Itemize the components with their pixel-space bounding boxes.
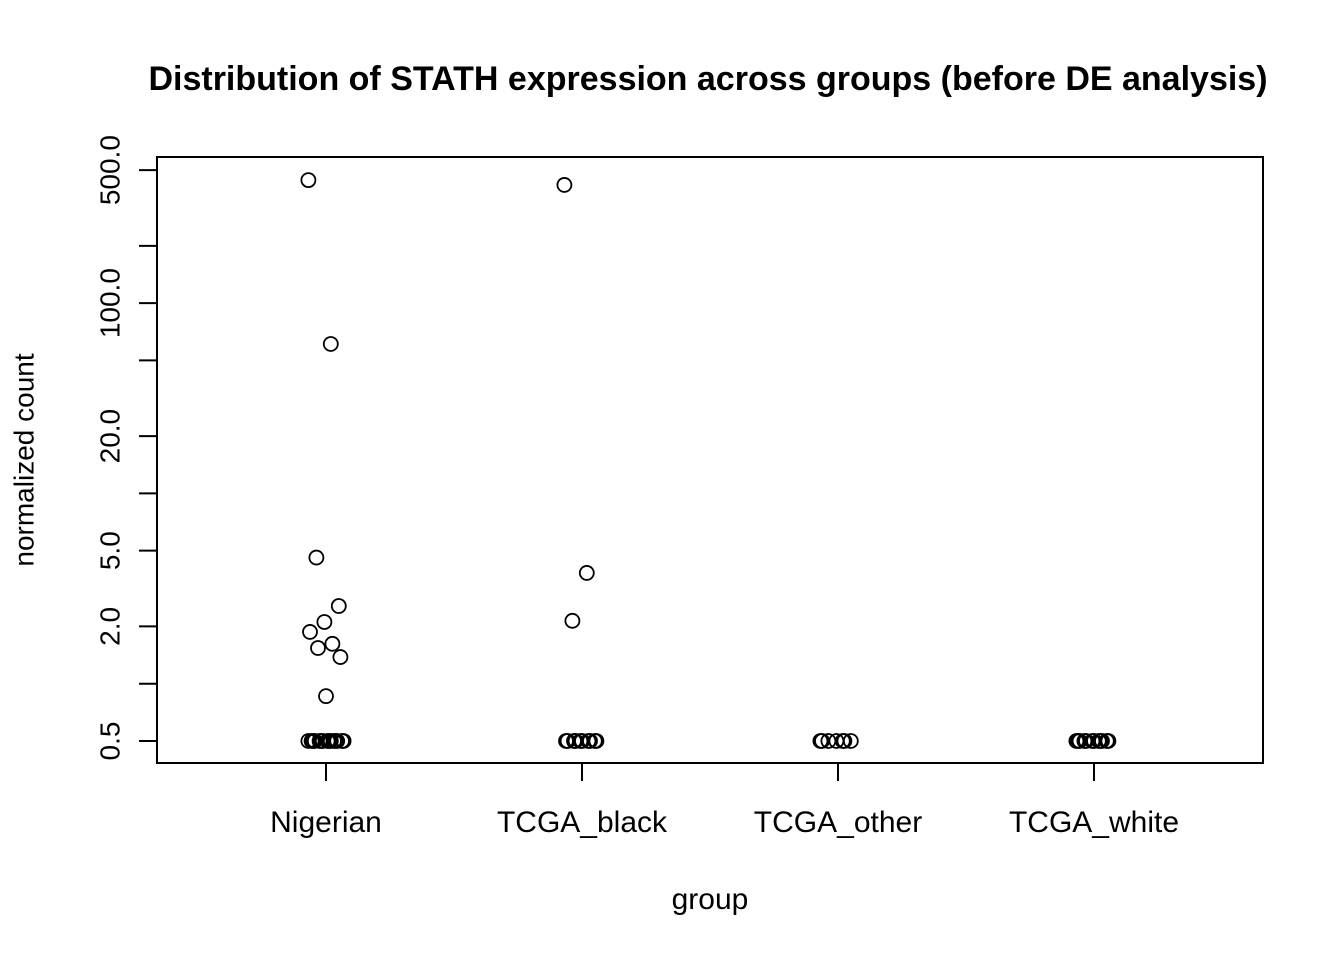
point <box>578 565 595 581</box>
point <box>316 614 333 630</box>
y-axis-label: normalized count <box>8 353 39 566</box>
point <box>556 177 573 193</box>
point <box>1071 733 1088 749</box>
point <box>308 549 325 566</box>
point <box>332 649 349 665</box>
point <box>820 733 837 749</box>
x-tick-label: TCGA_white <box>1009 806 1179 839</box>
y-tick-label: 2.0 <box>94 607 125 646</box>
point <box>1078 733 1094 749</box>
point <box>300 733 317 749</box>
point <box>564 612 581 629</box>
point <box>1094 733 1110 749</box>
y-tick-label: 500.0 <box>94 135 125 205</box>
point <box>567 733 584 749</box>
point <box>836 733 853 749</box>
point <box>318 688 334 705</box>
x-tick-label: TCGA_black <box>497 806 668 839</box>
x-axis-label: group <box>672 883 749 916</box>
y-tick-label: 20.0 <box>94 409 125 464</box>
point <box>324 635 341 652</box>
chart-title: Distribution of STATH expression across … <box>148 60 1267 98</box>
point <box>306 733 323 749</box>
plot-frame <box>156 156 1264 764</box>
point <box>814 733 830 749</box>
point <box>300 172 317 189</box>
point <box>302 624 318 640</box>
x-tick-label: Nigerian <box>270 806 382 839</box>
x-tick-label: TCGA_other <box>754 806 922 839</box>
point <box>322 336 339 352</box>
y-tick-label: 5.0 <box>94 531 125 570</box>
point <box>322 733 339 749</box>
point <box>559 733 576 749</box>
point <box>310 640 326 656</box>
y-tick-label: 0.5 <box>94 722 125 761</box>
point <box>330 598 347 614</box>
y-tick-label: 100.0 <box>94 268 125 338</box>
